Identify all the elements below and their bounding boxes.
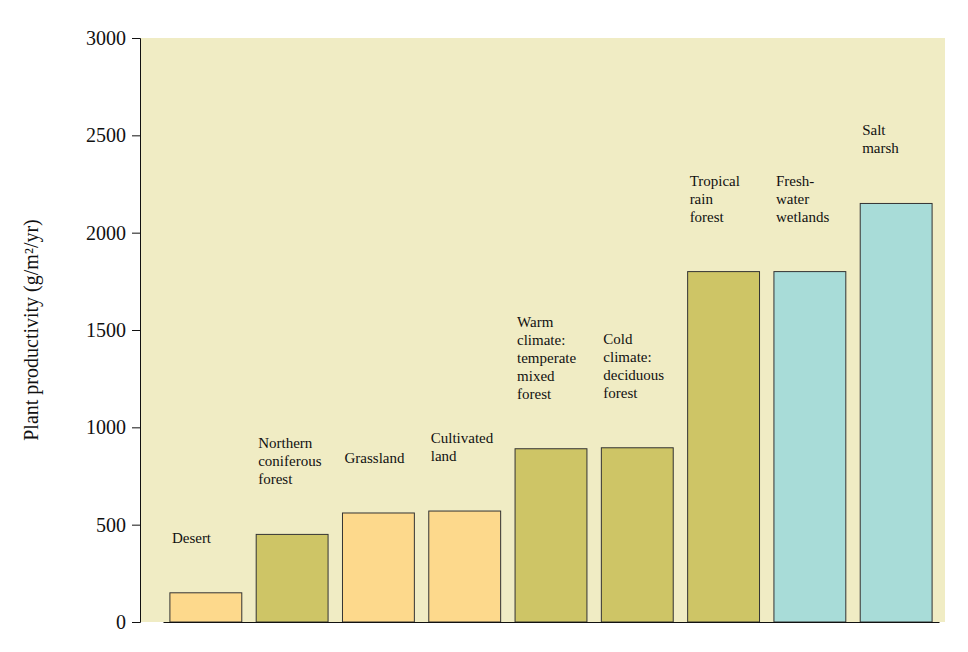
bars [170, 203, 932, 622]
bar [774, 272, 846, 622]
y-tick-mark [132, 427, 140, 428]
category-labels: Desert Northernconiferousforest Grassland C… [172, 122, 899, 545]
y-tick-label: 3000 [86, 27, 126, 49]
category-label: Tropicalrainforest [690, 173, 740, 225]
y-tick: 1500 [86, 319, 140, 341]
y-tick-label: 500 [96, 514, 126, 536]
y-tick: 2500 [86, 124, 140, 146]
category-label: Desert [172, 530, 212, 546]
bar [170, 593, 242, 622]
y-tick: 500 [96, 514, 140, 536]
x-axis-line [164, 622, 940, 623]
bar [515, 449, 587, 622]
y-tick-mark [132, 135, 140, 136]
y-tick-mark [132, 38, 140, 39]
category-label: Cultivatedland [431, 430, 494, 464]
bar [429, 511, 501, 622]
y-tick-mark [132, 233, 140, 234]
y-axis: 0 500 1000 1500 2000 2500 3000 [86, 27, 141, 633]
bar [601, 448, 673, 622]
y-tick-label: 2000 [86, 222, 126, 244]
category-label: Coldclimate:deciduousforest [603, 331, 664, 401]
y-axis-line [132, 39, 141, 623]
y-tick-mark [132, 622, 140, 623]
plot: Desert Northernconiferousforest Grassland C… [86, 27, 940, 633]
plot-background [140, 38, 945, 622]
bar [688, 272, 760, 622]
y-tick-label: 1500 [86, 319, 126, 341]
y-tick-label: 0 [116, 611, 126, 633]
y-tick: 2000 [86, 222, 140, 244]
x-axis [164, 622, 940, 624]
y-axis-title: Plant productivity (g/m²/yr) [20, 219, 43, 441]
category-label: Grassland [344, 450, 404, 466]
y-tick-label: 1000 [86, 416, 126, 438]
category-label: Saltmarsh [862, 122, 899, 156]
bar [256, 534, 328, 622]
category-label: Fresh-waterwetlands [776, 173, 829, 225]
chart: Desert Northernconiferousforest Grassland C… [0, 0, 968, 652]
bar [342, 513, 414, 622]
category-label: Warmclimate:temperatemixedforest [517, 314, 576, 402]
category-label: Northernconiferousforest [258, 435, 321, 487]
y-tick-mark [132, 525, 140, 526]
bar [860, 203, 932, 622]
y-tick: 3000 [86, 27, 140, 49]
y-tick: 1000 [86, 416, 140, 438]
y-tick: 0 [116, 611, 140, 633]
y-tick-label: 2500 [86, 124, 126, 146]
y-tick-mark [132, 330, 140, 331]
